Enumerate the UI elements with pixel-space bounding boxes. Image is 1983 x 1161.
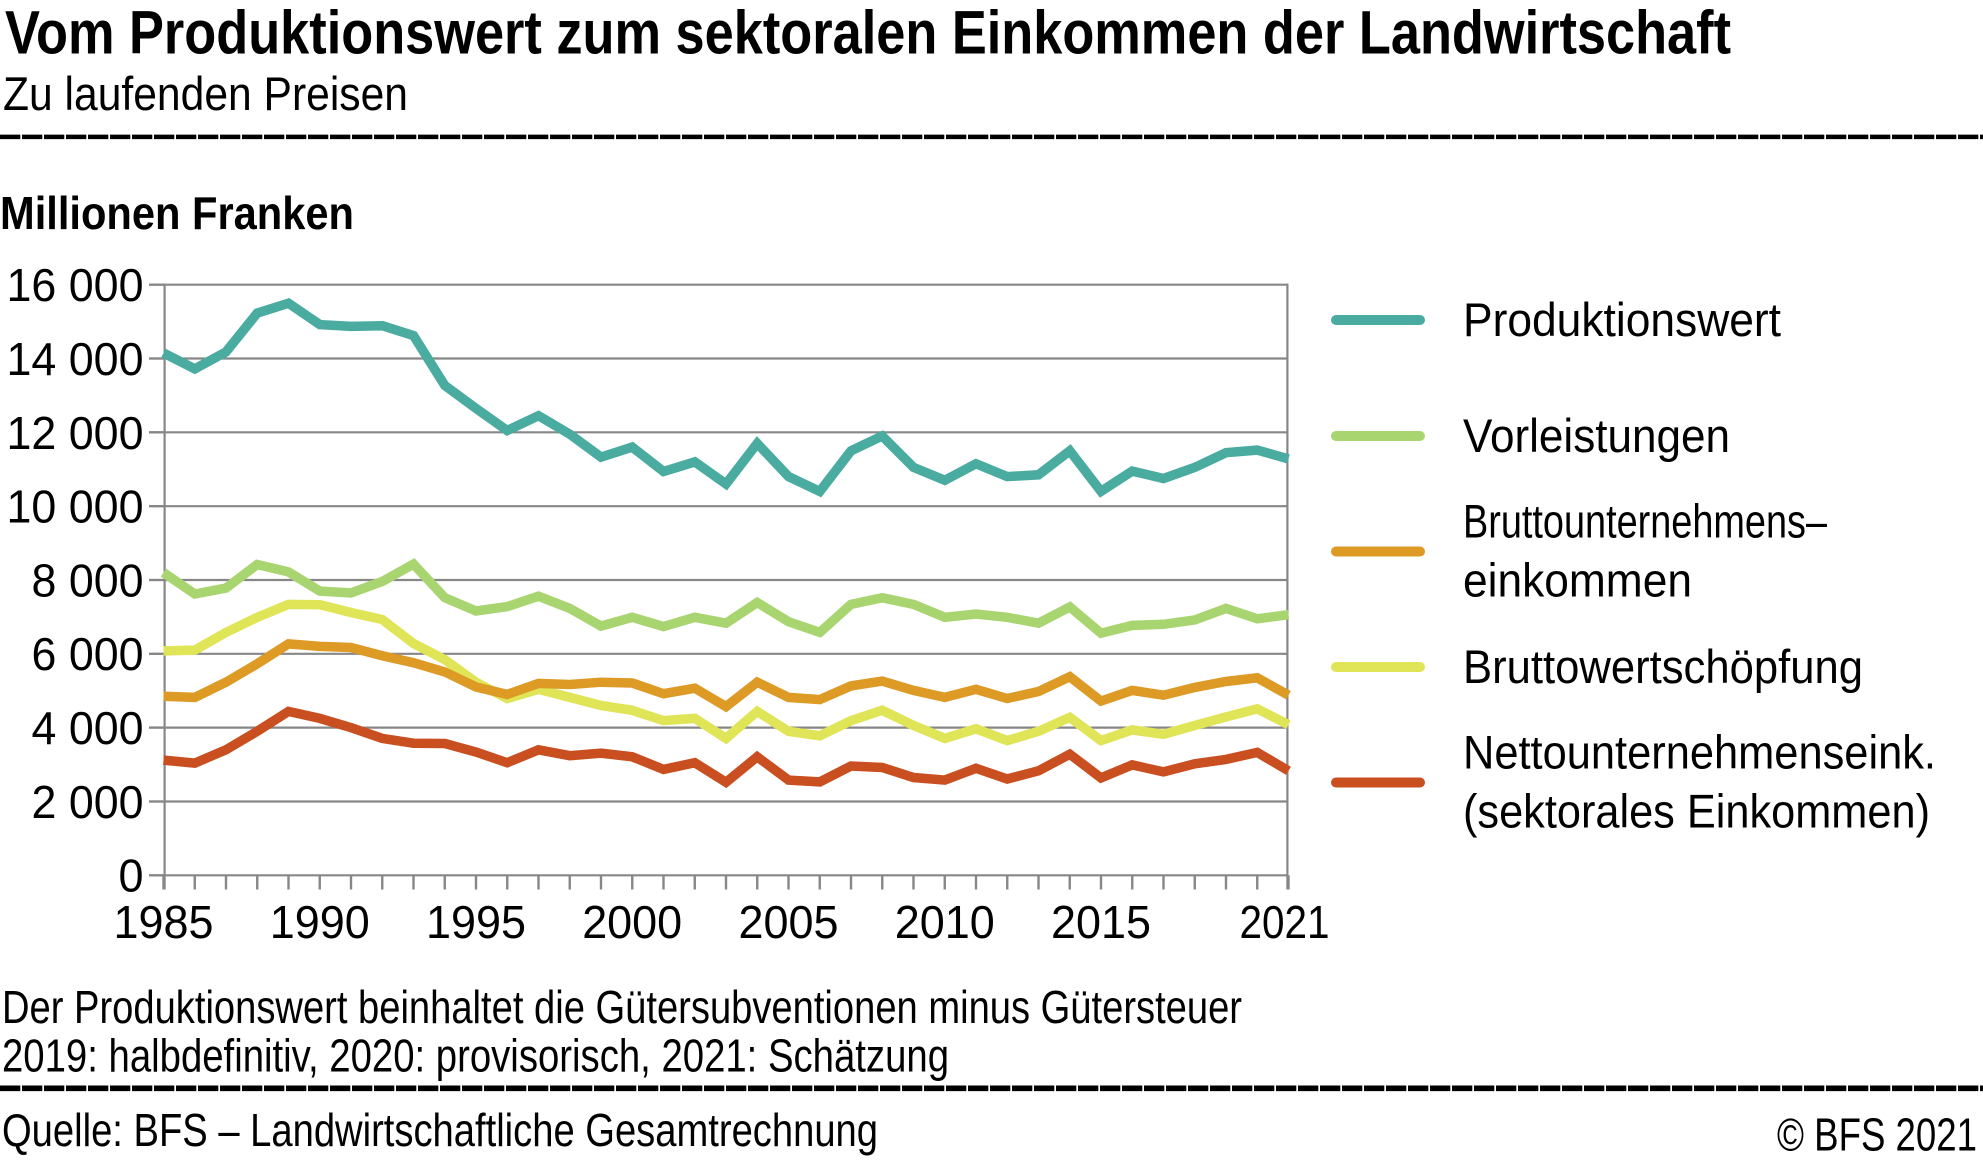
svg-text:Der Produktionswert beinhaltet: Der Produktionswert beinhaltet die Güter… bbox=[2, 981, 1242, 1033]
svg-text:2019: halbdefinitiv, 2020: pro: 2019: halbdefinitiv, 2020: provisorisch,… bbox=[2, 1030, 949, 1082]
svg-text:0: 0 bbox=[119, 850, 144, 902]
svg-text:10 000: 10 000 bbox=[7, 481, 144, 533]
svg-text:1985: 1985 bbox=[114, 896, 214, 948]
svg-text:(sektorales Einkommen): (sektorales Einkommen) bbox=[1463, 785, 1930, 838]
svg-text:1990: 1990 bbox=[270, 896, 370, 948]
svg-text:Quelle: BFS – Landwirtschaftli: Quelle: BFS – Landwirtschaftliche Gesamt… bbox=[2, 1104, 878, 1156]
svg-text:Bruttowertschöpfung: Bruttowertschöpfung bbox=[1463, 640, 1863, 693]
svg-text:Nettounternehmenseink.: Nettounternehmenseink. bbox=[1463, 726, 1936, 779]
svg-text:2 000: 2 000 bbox=[32, 776, 144, 828]
svg-text:Vorleistungen: Vorleistungen bbox=[1463, 409, 1730, 462]
svg-text:4 000: 4 000 bbox=[32, 702, 144, 754]
svg-text:2000: 2000 bbox=[582, 896, 682, 948]
svg-text:einkommen: einkommen bbox=[1463, 553, 1692, 606]
svg-text:12 000: 12 000 bbox=[7, 407, 144, 459]
svg-text:Vom Produktionswert zum sektor: Vom Produktionswert zum sektoralen Einko… bbox=[5, 0, 1731, 66]
svg-text:Bruttounternehmens–: Bruttounternehmens– bbox=[1463, 495, 1828, 548]
svg-text:© BFS 2021: © BFS 2021 bbox=[1777, 1109, 1977, 1161]
svg-text:1995: 1995 bbox=[426, 896, 526, 948]
svg-text:6 000: 6 000 bbox=[32, 628, 144, 680]
svg-text:2005: 2005 bbox=[739, 896, 839, 948]
svg-text:Millionen Franken: Millionen Franken bbox=[0, 187, 354, 239]
svg-text:2021: 2021 bbox=[1240, 896, 1330, 948]
svg-text:16 000: 16 000 bbox=[7, 259, 144, 311]
svg-text:2010: 2010 bbox=[895, 896, 995, 948]
svg-text:Produktionswert: Produktionswert bbox=[1463, 293, 1781, 346]
svg-text:14 000: 14 000 bbox=[7, 333, 144, 385]
svg-text:8 000: 8 000 bbox=[32, 554, 144, 606]
svg-text:2015: 2015 bbox=[1051, 896, 1151, 948]
svg-text:Zu laufenden Preisen: Zu laufenden Preisen bbox=[3, 67, 408, 120]
